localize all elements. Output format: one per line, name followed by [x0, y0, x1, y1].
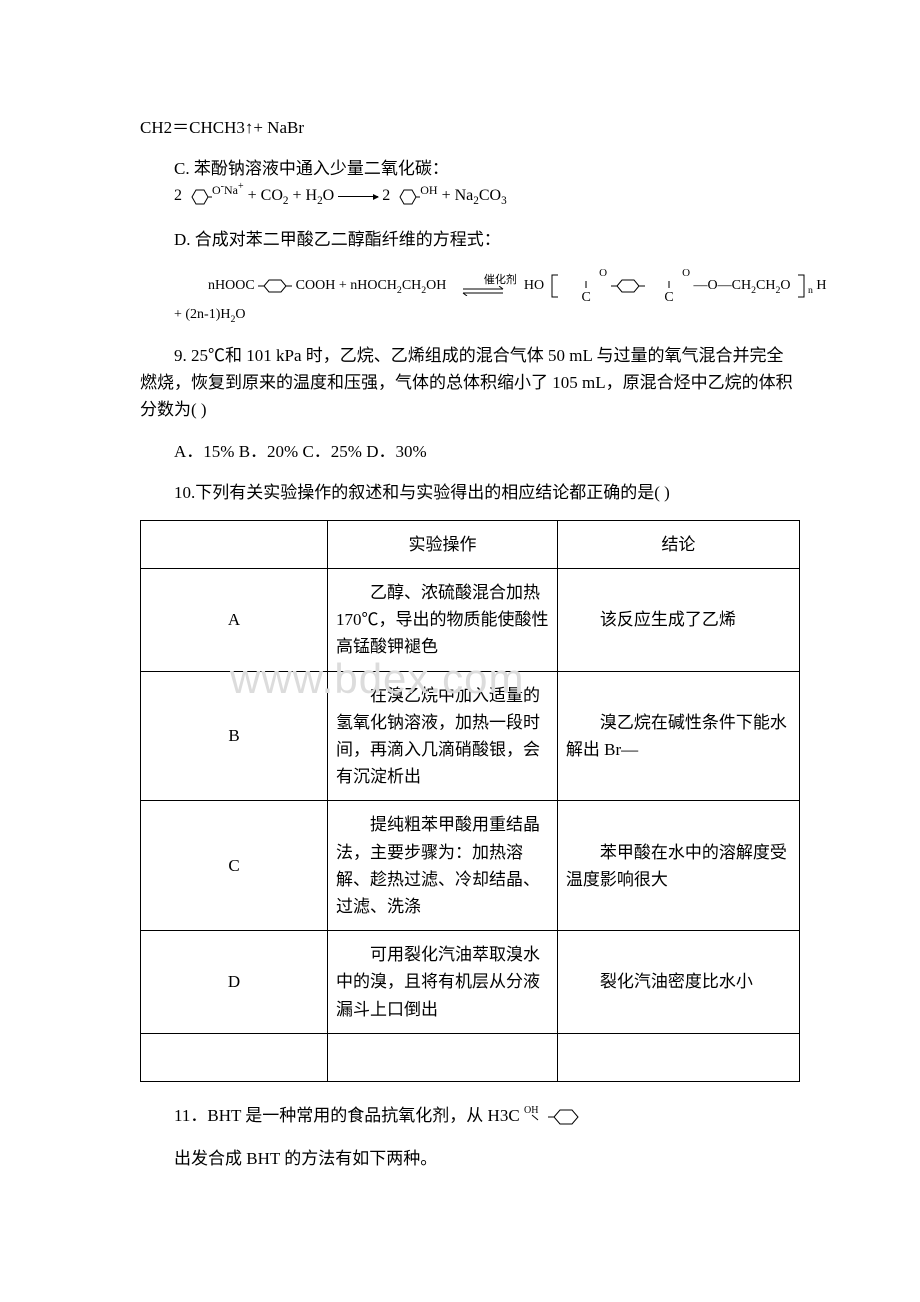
row-concl: 该反应生成了乙烯	[557, 569, 799, 672]
txt: CH	[756, 278, 775, 293]
txt: CO	[479, 187, 501, 204]
txt: OH	[426, 278, 446, 293]
sub: n	[808, 285, 813, 296]
txt: HO	[524, 278, 544, 293]
question-9-options: A．15% B．20% C．25% D．30%	[140, 438, 800, 465]
row-op: 提纯粗苯甲酸用重结晶法，主要步骤为：加热溶解、趁热过滤、冷却结晶、过滤、洗涤	[328, 801, 558, 931]
row-op: 可用裂化汽油萃取溴水中的溴，且将有机层从分液漏斗上口倒出	[328, 931, 558, 1034]
question-8d-equation: nHOOC COOH + nHOCH2CH2OH 催化剂 HO O‖C O‖C …	[140, 267, 800, 328]
coeff: 2	[174, 187, 182, 204]
carbonyl-group: O‖C	[648, 267, 690, 305]
table-row: A 乙醇、浓硫酸混合加热 170℃，导出的物质能使酸性高锰酸钾褪色 该反应生成了…	[141, 569, 800, 672]
question-11-line1: 11．BHT 是一种常用的食品抗氧化剂，从 H3C OH	[140, 1102, 800, 1131]
question-8c: C. 苯酚钠溶液中通入少量二氧化碳： 2 O-Na+ + CO2 + H2O 2…	[140, 155, 800, 211]
cell-text: 裂化汽油密度比水小	[566, 968, 791, 995]
empty-cell	[557, 1033, 799, 1081]
cell-text: 乙醇、浓硫酸混合加热 170℃，导出的物质能使酸性高锰酸钾褪色	[336, 579, 549, 661]
txt: CH	[402, 278, 421, 293]
line-ch2-chch3: CH2＝CHCH3↑+ NaBr	[140, 114, 800, 141]
cell-text: 苯甲酸在水中的溶解度受温度影响很大	[566, 839, 791, 893]
catalyst-arrow: 催化剂	[450, 275, 517, 297]
txt: nHOOC	[208, 278, 255, 293]
equilibrium-arrow-icon	[461, 286, 505, 296]
txt: O	[599, 267, 607, 279]
table-header-row: 实验操作 结论	[141, 520, 800, 568]
q8c-text: C. 苯酚钠溶液中通入少量二氧化碳：	[174, 159, 449, 178]
cell-text: 可用裂化汽油萃取溴水中的溴，且将有机层从分液漏斗上口倒出	[336, 941, 549, 1023]
table-header-op: 实验操作	[328, 520, 558, 568]
cell-text: 溴乙烷在碱性条件下能水解出 Br—	[566, 709, 791, 763]
cell-text: 在溴乙烷中加入适量的氢氧化钠溶液，加热一段时间，再滴入几滴硝酸银，会有沉淀析出	[336, 682, 549, 791]
txt: + CO	[248, 187, 283, 204]
carbonyl-group: O‖C	[565, 267, 607, 305]
row-label: C	[141, 801, 328, 931]
benzene-ona-icon	[186, 185, 212, 209]
row-op: 乙醇、浓硫酸混合加热 170℃，导出的物质能使酸性高锰酸钾褪色	[328, 569, 558, 672]
ona-sup: O-Na+	[212, 183, 244, 197]
question-9-stem: 9. 25℃和 101 kPa 时，乙烷、乙烯组成的混合气体 50 mL 与过量…	[140, 342, 800, 424]
svg-text:OH: OH	[524, 1105, 538, 1116]
cell-text: 提纯粗苯甲酸用重结晶法，主要步骤为：加热溶解、趁热过滤、冷却结晶、过滤、洗涤	[336, 811, 549, 920]
row-concl: 裂化汽油密度比水小	[557, 931, 799, 1034]
table-row: B 在溴乙烷中加入适量的氢氧化钠溶液，加热一段时间，再滴入几滴硝酸银，会有沉淀析…	[141, 671, 800, 801]
txt: C	[581, 290, 590, 305]
sub: 2	[283, 196, 289, 208]
txt: + H	[293, 187, 318, 204]
txt: O	[682, 267, 690, 279]
sub: 3	[501, 196, 507, 208]
benzene-oh-icon	[394, 185, 420, 209]
txt: + Na	[442, 187, 474, 204]
txt: COOH + nHOCH	[296, 278, 397, 293]
txt: O	[780, 278, 790, 293]
empty-cell	[141, 1033, 328, 1081]
table-header-concl: 结论	[557, 520, 799, 568]
benzene-para-icon	[611, 277, 645, 295]
table-row: C 提纯粗苯甲酸用重结晶法，主要步骤为：加热溶解、趁热过滤、冷却结晶、过滤、洗涤…	[141, 801, 800, 931]
row-label: D	[141, 931, 328, 1034]
coeff: 2	[382, 187, 390, 204]
txt: CH	[732, 278, 751, 293]
question-10-stem: 10.下列有关实验操作的叙述和与实验得出的相应结论都正确的是( )	[140, 479, 800, 506]
empty-cell	[328, 1033, 558, 1081]
txt: O	[323, 187, 335, 204]
experiment-table: 实验操作 结论 A 乙醇、浓硫酸混合加热 170℃，导出的物质能使酸性高锰酸钾褪…	[140, 520, 800, 1082]
table-row: D 可用裂化汽油萃取溴水中的溴，且将有机层从分液漏斗上口倒出 裂化汽油密度比水小	[141, 931, 800, 1034]
oh-sup: OH	[420, 183, 437, 197]
row-label: A	[141, 569, 328, 672]
bracket-left-icon	[548, 273, 562, 299]
arrow-icon	[338, 196, 378, 197]
txt: C	[664, 290, 673, 305]
q8c-equation: 2 O-Na+ + CO2 + H2O 2 OH + Na2CO3	[140, 183, 507, 211]
row-label: B	[141, 671, 328, 801]
row-concl: 溴乙烷在碱性条件下能水解出 Br—	[557, 671, 799, 801]
catalyst-label: 催化剂	[484, 274, 517, 286]
txt: O	[235, 307, 245, 322]
table-empty-row	[141, 1033, 800, 1081]
cell-text: 该反应生成了乙烯	[566, 606, 791, 633]
table-header-blank	[141, 520, 328, 568]
question-8d-text: D. 合成对苯二甲酸乙二醇酯纤维的方程式：	[140, 226, 800, 253]
question-11-line2: 出发合成 BHT 的方法有如下两种。	[140, 1145, 800, 1172]
row-op: 在溴乙烷中加入适量的氢氧化钠溶液，加热一段时间，再滴入几滴硝酸银，会有沉淀析出	[328, 671, 558, 801]
benzene-para-icon	[258, 277, 292, 295]
bracket-right-icon	[794, 273, 808, 299]
toluene-structure-icon: OH	[524, 1103, 584, 1131]
row-concl: 苯甲酸在水中的溶解度受温度影响很大	[557, 801, 799, 931]
q11-text: 11．BHT 是一种常用的食品抗氧化剂，从 H3C	[174, 1106, 520, 1125]
